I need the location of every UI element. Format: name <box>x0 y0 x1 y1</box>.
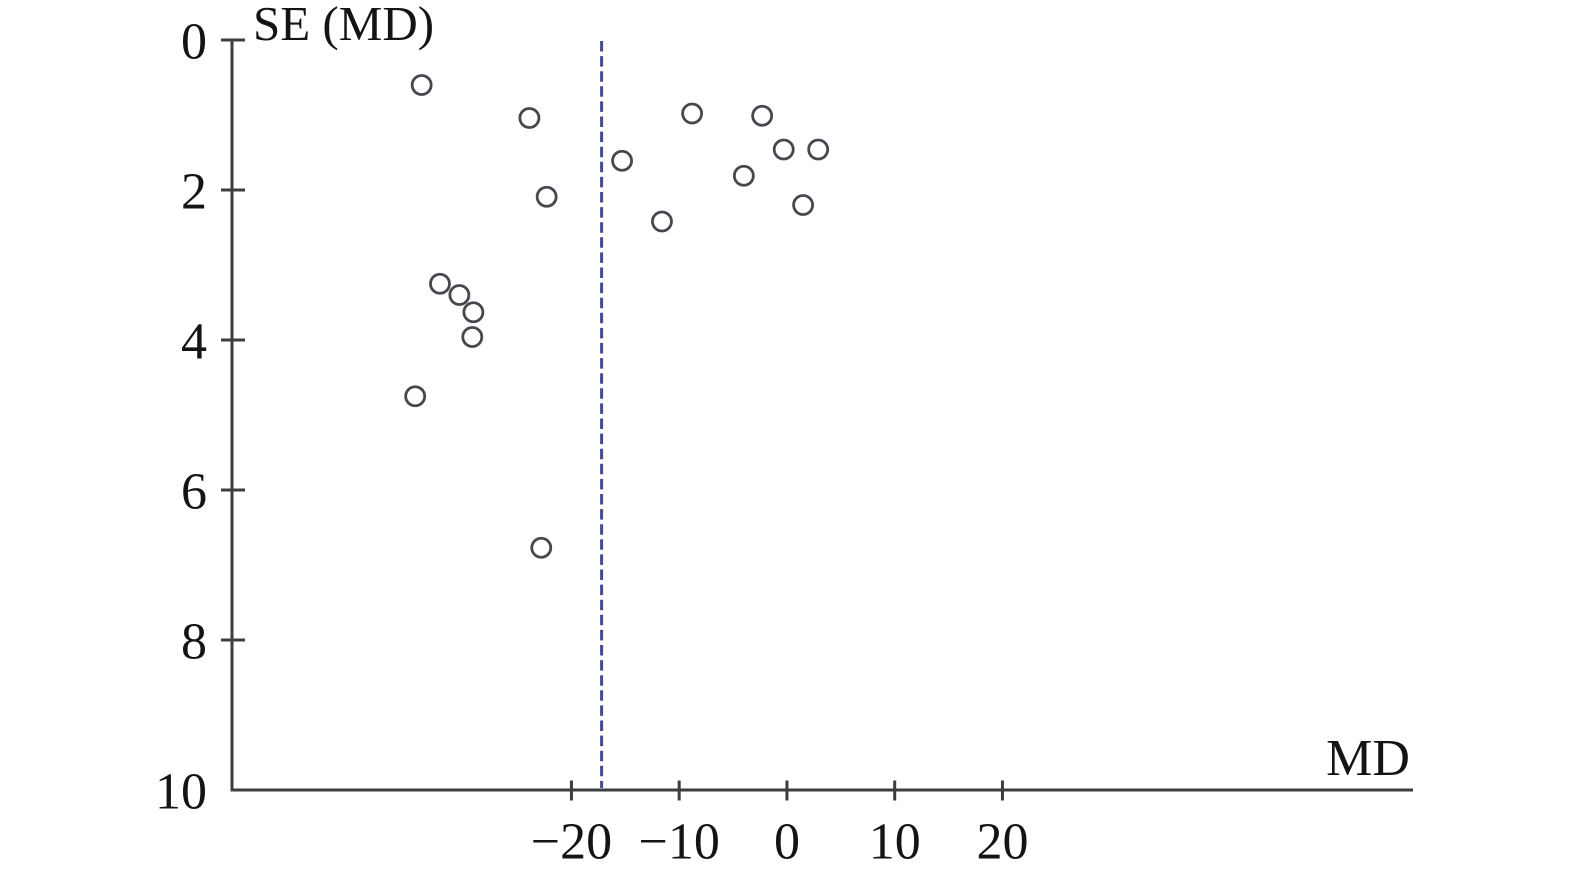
data-point <box>404 385 427 408</box>
ticks-layer: 0 2 4 6 8 10 −20 −10 0 10 20 <box>155 14 1028 871</box>
y-tick-label: 6 <box>181 464 207 521</box>
data-point <box>732 164 755 187</box>
data-point <box>611 149 633 172</box>
y-tick-label: 8 <box>181 614 207 671</box>
y-tick-label: 2 <box>181 164 207 221</box>
data-point <box>651 210 673 233</box>
data-point <box>448 284 471 306</box>
data-point <box>530 536 553 559</box>
x-tick-label: −10 <box>639 814 720 871</box>
data-point <box>807 138 830 161</box>
x-tick-label: 0 <box>774 814 800 871</box>
x-tick-label: −20 <box>531 814 612 871</box>
data-point <box>535 185 558 208</box>
x-tick-label: 10 <box>869 814 921 871</box>
data-point <box>410 74 433 96</box>
data-point <box>429 272 451 295</box>
y-axis-title: SE (MD) <box>253 0 434 51</box>
axes-layer <box>230 40 1413 792</box>
y-tick-label: 10 <box>155 764 207 821</box>
data-point <box>772 138 795 161</box>
data-point <box>462 301 485 324</box>
y-tick-label: 0 <box>181 14 207 71</box>
data-point <box>461 326 484 348</box>
x-axis-title: MD <box>1326 730 1410 787</box>
data-point <box>518 107 541 129</box>
x-tick-label: 20 <box>976 814 1028 871</box>
data-points-layer <box>404 74 830 559</box>
data-point <box>792 194 815 216</box>
y-tick-label: 4 <box>181 314 207 371</box>
data-point <box>751 104 774 127</box>
data-point <box>681 102 704 125</box>
